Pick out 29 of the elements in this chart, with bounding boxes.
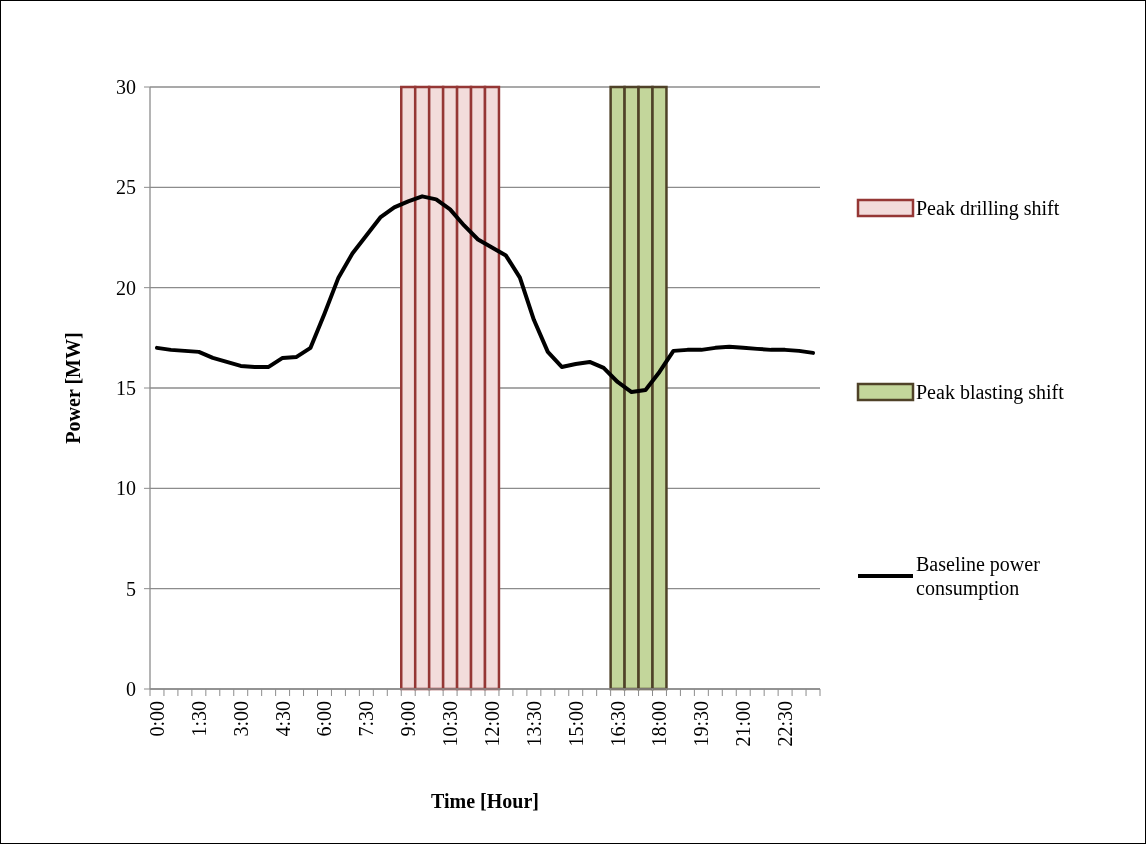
y-tick-label: 5 xyxy=(126,577,136,600)
x-tick-label: 21:00 xyxy=(732,701,755,747)
x-tick-label: 16:30 xyxy=(606,701,629,747)
x-tick-label: 3:00 xyxy=(229,701,252,737)
x-tick-label: 1:30 xyxy=(187,701,210,737)
line-series xyxy=(154,194,816,395)
x-tick-label: 4:30 xyxy=(271,701,294,737)
y-tick-label: 25 xyxy=(116,176,136,199)
legend-label: Peak drilling shift xyxy=(916,197,1060,220)
y-tick-label: 0 xyxy=(126,678,136,700)
x-tick-label: 22:30 xyxy=(774,701,797,747)
x-tick-label: 13:30 xyxy=(522,701,545,747)
y-tick-label: 20 xyxy=(116,276,136,299)
x-tick-label: 7:30 xyxy=(355,701,378,737)
x-axis-title: Time [Hour] xyxy=(431,790,539,812)
x-tick-label: 6:00 xyxy=(313,701,336,737)
x-tick-label: 15:00 xyxy=(564,701,587,747)
x-tick-label: 19:30 xyxy=(690,701,713,747)
y-tick-label: 10 xyxy=(116,477,136,500)
x-tick-label: 10:30 xyxy=(439,701,462,747)
y-tick-label: 30 xyxy=(116,76,136,98)
legend-label: Baseline power consumption xyxy=(916,553,1041,600)
x-tick-label: 0:00 xyxy=(145,701,168,737)
x-tick-label: 9:00 xyxy=(397,701,420,737)
y-tick-label: 15 xyxy=(116,377,136,399)
legend-label: Peak blasting shift xyxy=(916,381,1065,404)
y-axis-title: Power [MW] xyxy=(62,332,84,444)
x-tick-label: 12:00 xyxy=(480,701,503,747)
x-tick-label: 18:00 xyxy=(648,701,671,747)
